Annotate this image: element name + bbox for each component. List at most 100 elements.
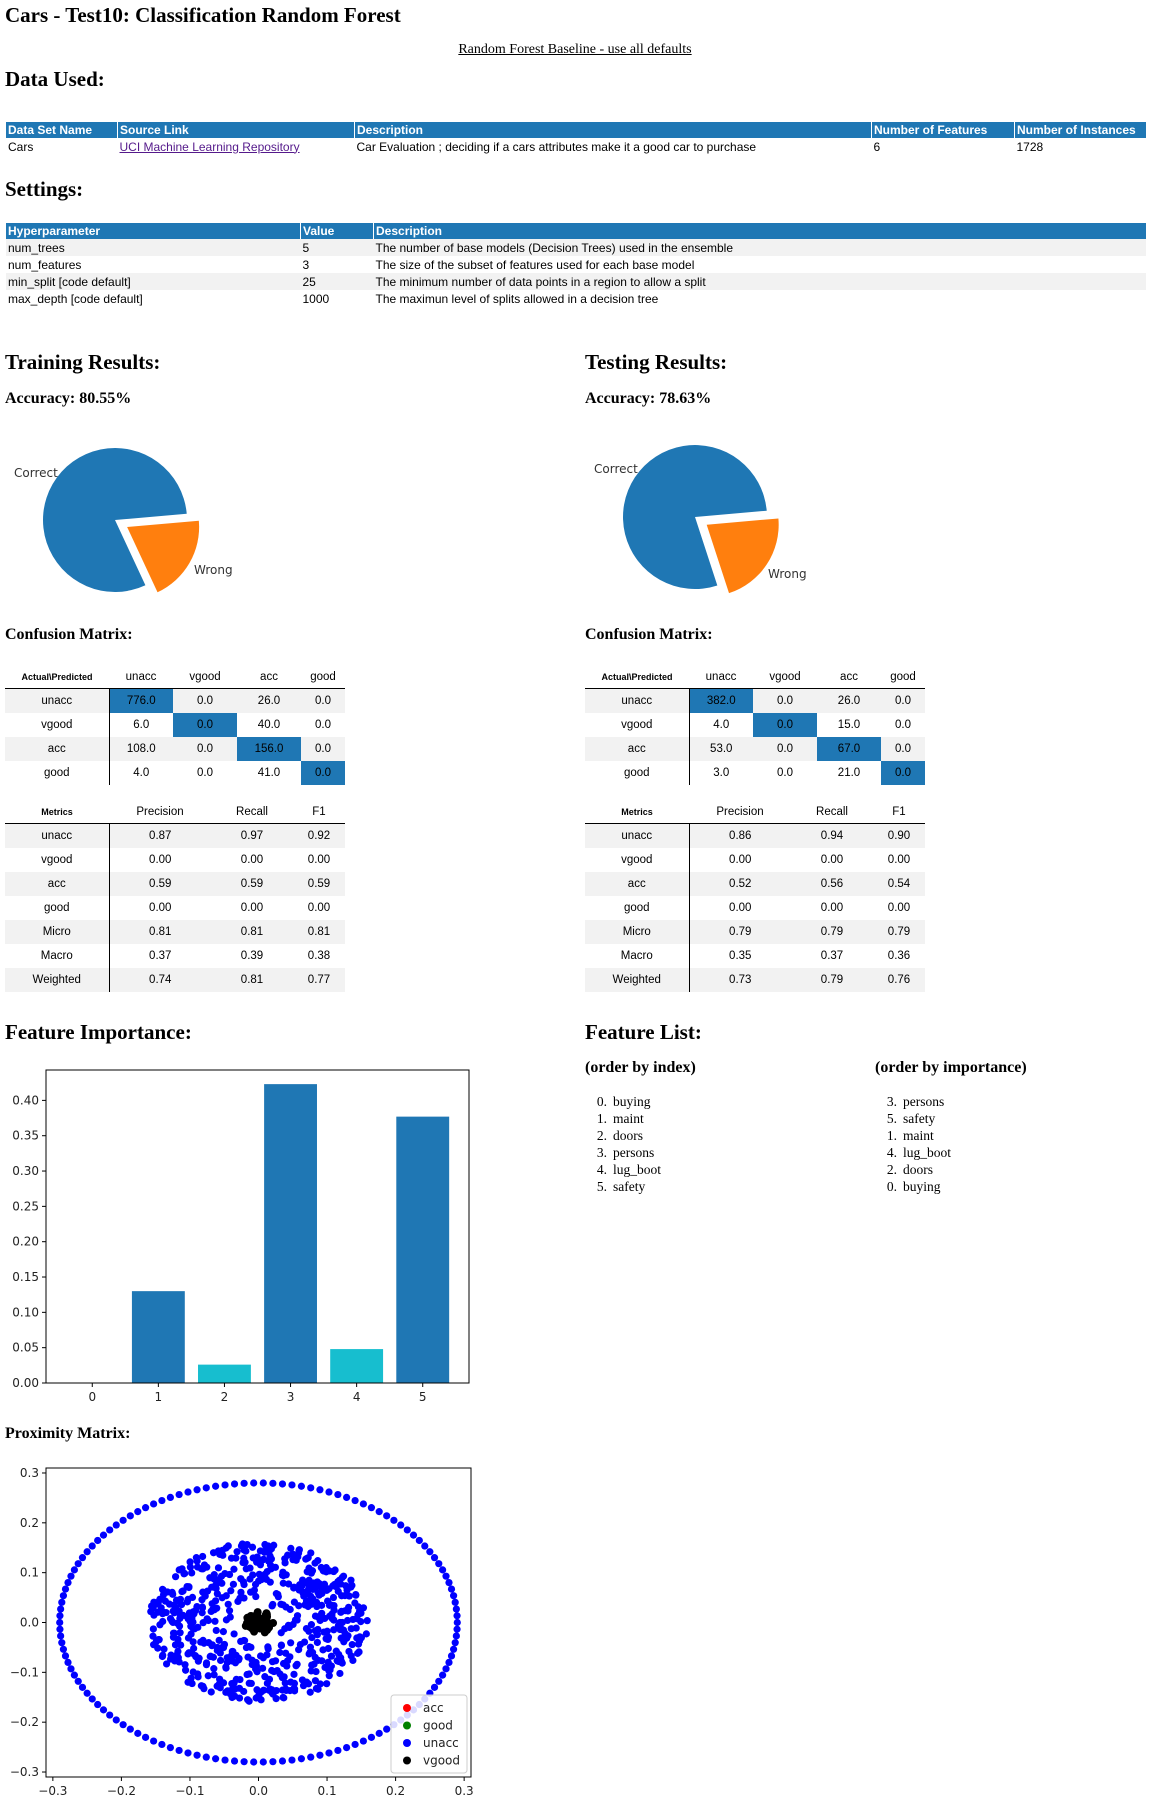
scatter-point — [266, 1578, 274, 1586]
scatter-point — [185, 1609, 194, 1617]
scatter-point — [212, 1482, 220, 1490]
testing-accuracy-pie: Correct Wrong — [594, 445, 807, 594]
scatter-point — [330, 1626, 338, 1634]
scatter-point — [442, 1665, 450, 1673]
cm-row: acc 108.0 0.0 156.0 0.0 — [5, 737, 345, 761]
scatter-point — [327, 1652, 336, 1660]
scatter-point — [345, 1603, 353, 1611]
scatter-point — [340, 1638, 348, 1646]
hyperparameter-value: 5 — [300, 239, 374, 256]
table-row: num_features 3 The size of the subset of… — [6, 256, 1146, 273]
scatter-point — [265, 1686, 273, 1694]
metrics-cell: 0.79 — [689, 920, 791, 944]
table-row: min_split [code default] 25 The minimum … — [6, 273, 1146, 290]
metrics-cell: 0.90 — [873, 823, 925, 848]
metrics-row: unacc 0.86 0.94 0.90 — [585, 823, 925, 848]
metrics-cell: 0.00 — [887, 854, 911, 866]
scatter-point — [313, 1638, 321, 1647]
pie-slice-wrong — [127, 520, 200, 593]
scatter-point — [290, 1598, 298, 1606]
metrics-row: Macro 0.37 0.39 0.38 — [5, 944, 345, 968]
scatter-point — [112, 1716, 120, 1724]
metrics-row-header: Weighted — [585, 968, 690, 992]
scatter-point — [157, 1604, 165, 1612]
metrics-row-header: unacc — [5, 823, 110, 848]
list-item: 5. safety — [886, 1111, 936, 1126]
scatter-point — [181, 1666, 190, 1674]
scatter-point — [78, 1554, 87, 1562]
baseline-link[interactable]: Random Forest Baseline - use all default… — [458, 42, 692, 57]
scatter-point — [316, 1680, 324, 1688]
scatter-point — [271, 1657, 280, 1665]
scatter-point — [348, 1640, 356, 1649]
scatter-point — [334, 1490, 342, 1499]
scatter-point — [263, 1651, 271, 1659]
cm-column-header: vgood — [173, 666, 237, 689]
cm-row: acc 53.0 0.0 67.0 0.0 — [585, 737, 925, 761]
column-header: Description — [373, 223, 1146, 239]
scatter-point — [311, 1653, 319, 1661]
cm-cell: 108.0 — [109, 737, 173, 761]
scatter-point — [213, 1590, 221, 1598]
metrics-cell: 0.37 — [820, 950, 844, 962]
list-item: 5. safety — [596, 1179, 646, 1194]
scatter-point — [240, 1636, 248, 1645]
scatter-point — [308, 1633, 316, 1642]
metrics-column-header: Precision — [689, 801, 791, 824]
scatter-point — [57, 1605, 65, 1613]
cm-cell: 0.0 — [173, 688, 237, 713]
scatter-point — [276, 1648, 284, 1657]
scatter-point — [162, 1660, 171, 1668]
y-tick-label: 0.3 — [20, 1466, 39, 1480]
bar-1 — [131, 1291, 185, 1383]
scatter-point — [206, 1574, 214, 1582]
num-features: 6 — [873, 139, 881, 154]
scatter-point — [357, 1618, 365, 1626]
scatter-point — [230, 1565, 238, 1573]
scatter-point — [359, 1500, 367, 1508]
scatter-point — [273, 1666, 281, 1675]
scatter-point — [219, 1628, 227, 1636]
training-confusion-matrix: Actual\Predicted unacc vgood acc good un… — [5, 666, 345, 785]
scatter-point — [213, 1682, 221, 1690]
scatter-point — [242, 1565, 250, 1573]
cm-cell: 4.0 — [133, 767, 150, 779]
scatter-point — [447, 1652, 456, 1660]
scatter-point — [233, 1548, 241, 1556]
x-tick-label: 0 — [88, 1390, 96, 1404]
scatter-point — [300, 1638, 309, 1646]
scatter-point — [204, 1672, 212, 1680]
cm-cell: 0.0 — [753, 737, 817, 761]
scatter-point — [70, 1671, 78, 1679]
metrics-cell: 0.37 — [149, 950, 172, 962]
metrics-cell: 0.97 — [211, 823, 293, 848]
cm-column-header: unacc — [109, 666, 173, 689]
list-item: 1. maint — [886, 1128, 934, 1143]
scatter-point — [279, 1659, 288, 1668]
scatter-point — [222, 1592, 230, 1600]
cm-row-header: good — [5, 761, 110, 785]
source-link[interactable]: UCI Machine Learning Repository — [119, 139, 300, 154]
scatter-point — [202, 1753, 210, 1761]
scatter-point — [181, 1661, 189, 1669]
scatter-point — [119, 1516, 127, 1524]
cm-cell-diagonal: 67.0 — [817, 737, 881, 761]
testing-confusion-matrix-heading: Confusion Matrix: — [585, 626, 713, 643]
scatter-point — [213, 1604, 221, 1612]
scatter-point — [337, 1608, 345, 1616]
metrics-row: acc 0.52 0.56 0.54 — [585, 872, 925, 896]
scatter-point — [245, 1697, 253, 1705]
scatter-point — [297, 1755, 305, 1763]
scatter-point — [119, 1721, 127, 1729]
scatter-point — [64, 1658, 72, 1667]
y-tick-label: −0.2 — [10, 1715, 39, 1729]
scatter-point — [223, 1658, 231, 1666]
scatter-point — [235, 1694, 244, 1702]
cm-column-header: good — [881, 666, 925, 689]
scatter-point — [158, 1496, 166, 1505]
scatter-point — [305, 1650, 313, 1658]
list-item: 2. doors — [596, 1128, 643, 1143]
scatter-point — [439, 1671, 447, 1679]
scatter-point — [199, 1552, 207, 1561]
scatter-point — [190, 1644, 198, 1652]
